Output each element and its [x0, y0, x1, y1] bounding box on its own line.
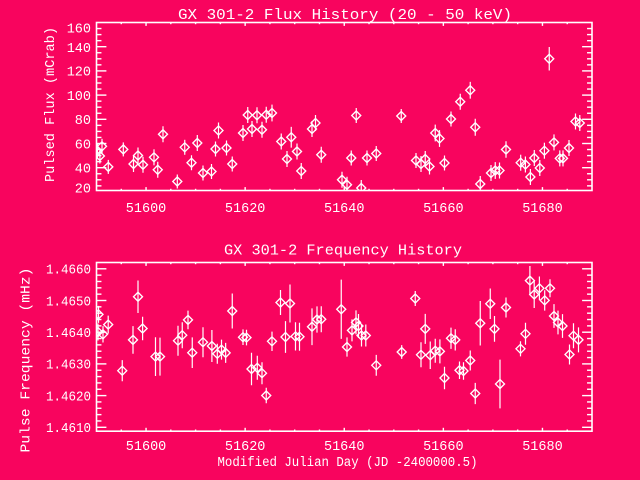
svg-text:160: 160	[67, 23, 91, 38]
svg-text:GX 301-2 Flux History (20 - 50: GX 301-2 Flux History (20 - 50 keV)	[178, 7, 512, 24]
svg-text:51640: 51640	[324, 202, 365, 217]
svg-text:51660: 51660	[423, 202, 464, 217]
svg-text:51620: 51620	[225, 440, 266, 455]
svg-text:140: 140	[67, 42, 91, 57]
svg-text:1.4620: 1.4620	[46, 390, 91, 405]
svg-text:100: 100	[67, 90, 91, 105]
svg-text:51620: 51620	[225, 202, 266, 217]
svg-text:40: 40	[75, 162, 91, 177]
svg-text:51680: 51680	[522, 440, 563, 455]
svg-text:1.4650: 1.4650	[46, 295, 91, 310]
svg-text:51660: 51660	[423, 440, 464, 455]
svg-text:1.4660: 1.4660	[46, 264, 91, 279]
svg-text:120: 120	[67, 66, 91, 81]
svg-text:51600: 51600	[126, 202, 167, 217]
svg-text:20: 20	[75, 183, 91, 198]
svg-text:Pulse Frequency (mHz): Pulse Frequency (mHz)	[20, 268, 35, 453]
svg-text:Modified Julian Day (JD -24000: Modified Julian Day (JD -2400000.5)	[218, 456, 478, 471]
svg-text:60: 60	[75, 139, 91, 154]
svg-text:1.4640: 1.4640	[46, 327, 91, 342]
svg-text:51600: 51600	[126, 440, 167, 455]
svg-text:Pulsed Flux (mCrab): Pulsed Flux (mCrab)	[44, 27, 59, 182]
svg-text:GX 301-2 Frequency History: GX 301-2 Frequency History	[224, 243, 462, 260]
svg-text:51640: 51640	[324, 440, 365, 455]
svg-text:1.4630: 1.4630	[46, 359, 91, 374]
svg-text:80: 80	[75, 114, 91, 129]
svg-text:51680: 51680	[522, 202, 563, 217]
svg-text:1.4610: 1.4610	[46, 422, 91, 437]
